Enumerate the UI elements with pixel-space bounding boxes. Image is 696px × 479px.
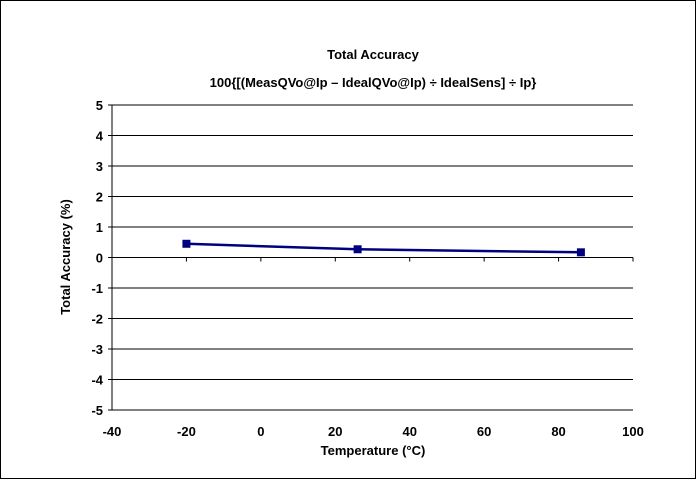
- data-point-marker: [353, 245, 362, 254]
- x-tick-labels: -40 -20 0 20 40 60 80 100: [103, 424, 644, 439]
- x-tick-label: 100: [622, 424, 644, 439]
- data-point-marker: [576, 248, 585, 257]
- x-tick-label: 60: [477, 424, 491, 439]
- y-tick-label: 5: [96, 98, 103, 113]
- axes: [108, 104, 634, 411]
- y-axis-label: Total Accuracy (%): [58, 199, 73, 315]
- data-point-marker: [182, 239, 191, 248]
- y-tick-label: -2: [91, 312, 103, 327]
- y-tick-label: -1: [91, 281, 103, 296]
- chart-title: Total Accuracy: [327, 47, 420, 62]
- x-tick-label: 0: [257, 424, 264, 439]
- y-tick-label: -4: [91, 373, 103, 388]
- y-tick-label: -3: [91, 342, 103, 357]
- y-tick-label: 4: [96, 129, 104, 144]
- y-tick-label: -5: [91, 403, 103, 418]
- x-tick-label: -20: [177, 424, 196, 439]
- x-tick-label: 40: [402, 424, 416, 439]
- y-tick-label: 2: [96, 190, 103, 205]
- y-tick-labels: -5 -4 -3 -2 -1 0 1 2 3 4 5: [91, 98, 103, 418]
- chart-subtitle: 100{[(MeasQVo@Ip – IdealQVo@Ip) ÷ IdealS…: [210, 75, 537, 90]
- x-tick-label: -40: [103, 424, 122, 439]
- y-tick-label: 3: [96, 159, 103, 174]
- y-tick-label: 0: [96, 251, 103, 266]
- series-line: [186, 242, 581, 254]
- data-series: [182, 239, 585, 257]
- x-tick-label: 20: [328, 424, 342, 439]
- x-axis-label: Temperature (°C): [321, 443, 426, 458]
- y-tick-label: 1: [96, 220, 103, 235]
- x-tick-label: 80: [551, 424, 565, 439]
